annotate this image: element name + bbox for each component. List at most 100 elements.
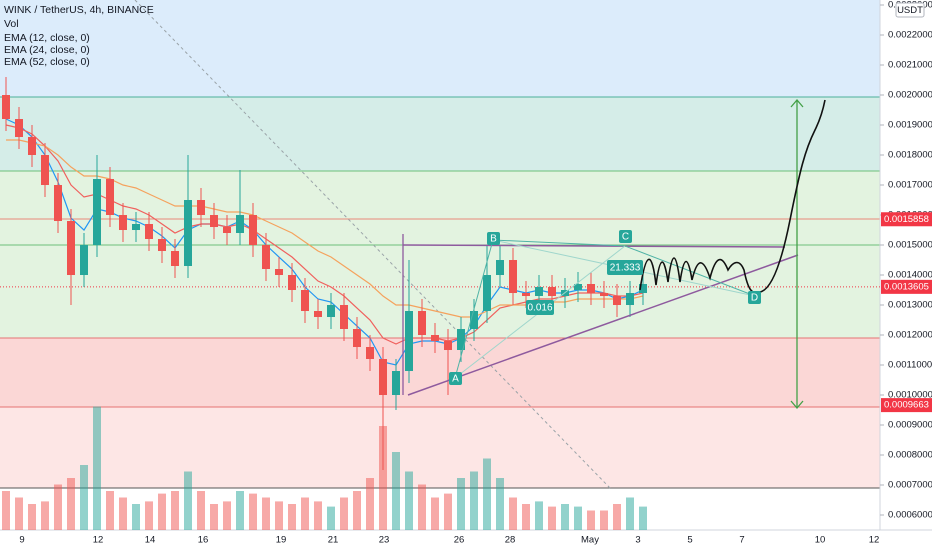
candle-body [301,290,309,312]
y-tick-label: 0.0018000 [888,150,932,161]
volume-bar [67,478,75,530]
price-label-box [881,279,932,294]
volume-bar [496,478,504,530]
volume-bar [15,497,23,530]
x-tick-label: May [581,535,599,546]
volume-bar [379,426,387,530]
candle-body [184,200,192,267]
candle-body [379,359,387,396]
volume-bar [392,452,400,530]
y-tick-label: 0.0012000 [888,330,932,341]
candle-body [119,215,127,231]
candle-body [67,221,75,276]
arrow-head [790,99,804,108]
annotation-box [619,230,632,243]
volume-bar [626,497,634,530]
volume-bar [600,510,608,530]
candle-body [28,137,36,156]
legend-entry: Vol [4,18,19,30]
legend-entry: EMA (52, close, 0) [4,56,90,68]
annotation-box [487,232,500,245]
candle-body [262,245,270,270]
volume-bar [80,465,88,530]
volume-bar [418,484,426,530]
price-label: 0.0009663 [884,400,929,411]
candle-body [106,179,114,216]
volume-bar [613,504,621,530]
candle-body [15,119,23,138]
volume-bar [93,406,101,530]
candle-body [470,311,478,330]
candle-body [574,284,582,291]
volume-bar [483,458,491,530]
candle-body [366,347,374,360]
annotation: B [490,234,497,245]
volume-bar [301,497,309,530]
candle-body [639,284,647,294]
annotation-box [526,300,554,315]
candle-body [522,293,530,297]
volume-bar [561,504,569,530]
candle-body [418,311,426,336]
x-tick-label: 19 [276,535,287,546]
annotation: A [452,374,459,385]
y-tick-label: 0.0014000 [888,270,932,281]
triangle-bottom [407,254,799,396]
candle-body [210,215,218,228]
zone-teal [0,97,880,171]
candle-body [171,251,179,267]
candle-body [197,200,205,216]
price-label-box [881,212,932,227]
candle-body [145,224,153,240]
volume-bar [171,491,179,530]
y-tick-label: 0.0021000 [888,60,932,71]
candle-body [132,224,140,231]
annotation: D [751,293,758,304]
volume-bar [444,493,452,530]
y-tick-label: 0.0010000 [888,390,932,401]
annotation-box [449,372,462,385]
y-tick-label: 0.0022000 [888,30,932,41]
x-tick-label: 12 [869,535,880,546]
candle-body [600,293,608,297]
legend-entry: EMA (24, close, 0) [4,44,90,56]
candle-body [41,155,49,186]
volume-bar [275,501,283,530]
candle-body [457,329,465,351]
y-tick-label: 0.0008000 [888,450,932,461]
volume-bar [132,504,140,530]
candle-body [483,275,491,312]
y-tick-label: 0.0015000 [888,240,932,251]
volume-bar [522,504,530,530]
volume-bar [223,501,231,530]
y-tick-label: 0.0007000 [888,480,932,491]
volume-bar [262,497,270,530]
volume-bar [535,501,543,530]
volume-bar [288,504,296,530]
zone-blue [0,0,880,97]
volume-bar [470,471,478,530]
arrow-head [790,400,804,409]
x-tick-label: 10 [815,535,826,546]
volume-bar [54,484,62,530]
volume-bar [366,478,374,530]
y-tick-label: 0.0020000 [888,90,932,101]
volume-bar [314,501,322,530]
price-axis: 0.0006000 0.0007000 0.0008000 0.0009000 0.00… [880,0,932,521]
candle-body [535,287,543,297]
volume-bar [119,497,127,530]
y-tick-label: 0.0019000 [888,120,932,131]
candle-body [54,185,62,222]
volume-bar [405,471,413,530]
triangle-top [402,244,786,248]
candle-body [93,179,101,246]
price-label: 0.0013605 [884,281,929,292]
volume-bar [145,501,153,530]
x-tick-label: 23 [379,535,390,546]
currency-box [895,2,925,18]
candle-body [431,335,439,342]
annotation: 0.016 [527,303,552,314]
candle-body [444,341,452,351]
x-tick-label: 14 [145,535,156,546]
